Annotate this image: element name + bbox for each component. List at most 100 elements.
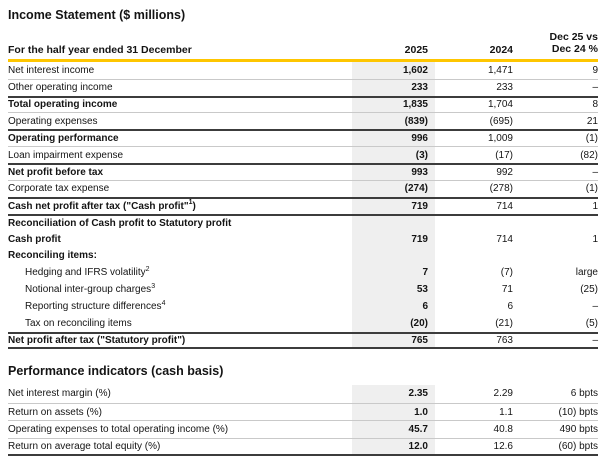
- cell-2024: 1,471: [487, 64, 513, 76]
- cell-2024: [435, 248, 513, 265]
- cell-change: large: [575, 267, 598, 279]
- cell-change: 1: [592, 200, 598, 212]
- cell-change: (10) bpts: [558, 406, 598, 418]
- table-row: Net profit after tax ("Statutory profit"…: [8, 332, 598, 349]
- row-label: Return on average total equity (%): [8, 441, 161, 453]
- cell-2025: 719: [352, 198, 435, 214]
- row-label: Net profit before tax: [8, 167, 104, 179]
- table-row: Tax on reconciling items (20) (21) (5): [8, 315, 598, 332]
- cell-2025: 233: [352, 79, 435, 96]
- table-row: Net interest income 1,602 1,471 9: [8, 61, 598, 79]
- row-label: Loan impairment expense: [8, 149, 124, 161]
- cell-2025: 2.35: [352, 384, 435, 403]
- cell-2025: 7: [352, 264, 435, 282]
- col-header-2025: 2025: [404, 43, 428, 56]
- table-row: Corporate tax expense (274) (278) (1): [8, 179, 598, 197]
- cell-2024: 2.29: [493, 388, 513, 400]
- row-label: Reconciling items:: [8, 250, 97, 262]
- cell-change: –: [592, 301, 598, 313]
- cell-change: (1): [585, 133, 598, 145]
- row-label: Corporate tax expense: [8, 183, 110, 195]
- cell-change: [513, 248, 598, 265]
- row-label: Return on assets (%): [8, 406, 102, 418]
- header-period-label: For the half year ended 31 December: [8, 43, 192, 56]
- cell-2024: (278): [489, 183, 513, 195]
- cell-2024: (17): [495, 149, 513, 161]
- cell-2025: (274): [352, 180, 435, 197]
- cell-2024: (7): [500, 267, 513, 279]
- cell-change: –: [592, 167, 598, 179]
- income-statement-table: Net interest income 1,602 1,471 9 Other oper…: [8, 61, 598, 349]
- row-label: Tax on reconciling items: [25, 318, 132, 330]
- row-label: Net interest income: [8, 64, 95, 76]
- cell-change: 8: [592, 99, 598, 111]
- row-label: Reconciliation of Cash profit to Statuto…: [8, 217, 232, 229]
- row-label: Net interest margin (%): [8, 388, 111, 400]
- cell-change: 490 bpts: [559, 424, 598, 436]
- income-statement-header-row: For the half year ended 31 December 2025…: [8, 31, 598, 62]
- row-label: Cash net profit after tax ("Cash profit"…: [8, 199, 196, 212]
- table-row: Reporting structure differences 4 6 6 –: [8, 298, 598, 316]
- performance-indicators-title: Performance indicators (cash basis): [8, 363, 224, 378]
- table-row: Loan impairment expense (3) (17) (82): [8, 146, 598, 164]
- cell-change: 9: [592, 64, 598, 76]
- cell-2025: 53: [352, 281, 435, 299]
- cell-2025: 1,835: [352, 97, 435, 113]
- row-label: Operating expenses to total operating in…: [8, 424, 229, 436]
- cell-2024: 6: [507, 301, 513, 313]
- table-row: Return on average total equity (%) 12.0 12…: [8, 438, 598, 457]
- cell-change: (60) bpts: [558, 441, 598, 453]
- cell-2025: (3): [352, 147, 435, 164]
- cell-change: [513, 216, 598, 231]
- row-label: Net profit after tax ("Statutory profit"…: [8, 334, 186, 346]
- cell-2025: 1.0: [352, 403, 435, 421]
- col-header-change: Dec 25 vs Dec 24 %: [513, 31, 598, 56]
- cell-2024: (21): [495, 318, 513, 330]
- page-title: Income Statement ($ millions): [8, 8, 186, 22]
- table-row: Cash profit 719 714 1: [8, 230, 598, 248]
- row-label: Hedging and IFRS volatility 2: [25, 265, 150, 279]
- cell-change: (82): [580, 149, 598, 161]
- cell-2025: 765: [352, 334, 435, 347]
- table-row: Notional inter-group charges 3 53 71 (25): [8, 281, 598, 299]
- table-row: Operating performance 996 1,009 (1): [8, 129, 598, 147]
- cell-2024: 763: [496, 334, 513, 346]
- cell-2024: 12.6: [493, 441, 513, 453]
- table-row: Operating expenses to total operating in…: [8, 420, 598, 439]
- table-row: Total operating income 1,835 1,704 8: [8, 95, 598, 113]
- col-header-change-line1: Dec 25 vs: [549, 31, 598, 43]
- table-row: Net interest margin (%) 2.35 2.29 6 bpts: [8, 384, 598, 403]
- row-label: Operating performance: [8, 133, 119, 145]
- cell-2025: 1,602: [352, 61, 435, 79]
- table-row: Reconciling items:: [8, 247, 598, 265]
- row-label: Notional inter-group charges 3: [25, 282, 156, 296]
- cell-2024: 1,704: [487, 99, 513, 111]
- cell-2025: [352, 247, 435, 265]
- cell-2025: (20): [352, 315, 435, 332]
- cell-2025: 12.0: [352, 439, 435, 455]
- cell-2024: 233: [496, 82, 513, 94]
- table-row: Net profit before tax 993 992 –: [8, 163, 598, 180]
- cell-change: (5): [585, 318, 598, 330]
- cell-2025: (839): [352, 113, 435, 130]
- row-label: Operating expenses: [8, 115, 98, 127]
- cell-2024: 714: [496, 200, 513, 212]
- cell-change: –: [592, 334, 598, 346]
- cell-2024: 1,009: [487, 133, 513, 145]
- row-label: Reporting structure differences 4: [25, 299, 166, 313]
- cell-2024: [435, 216, 513, 231]
- row-label: Other operating income: [8, 82, 113, 94]
- cell-2025: [352, 215, 435, 231]
- table-row: Return on assets (%) 1.0 1.1 (10) bpts: [8, 402, 598, 421]
- cell-change: 1: [592, 233, 598, 245]
- col-header-change-line2: Dec 24 %: [551, 43, 598, 56]
- table-row: Operating expenses (839) (695) 21: [8, 112, 598, 130]
- performance-indicators-table: Net interest margin (%) 2.35 2.29 6 bpts Ret…: [8, 384, 598, 457]
- table-row: Other operating income 233 233 –: [8, 78, 598, 96]
- cell-change: 6 bpts: [570, 388, 598, 400]
- cell-2024: 1.1: [499, 406, 513, 418]
- row-label: Cash profit: [8, 233, 61, 245]
- cell-2024: 40.8: [493, 424, 513, 436]
- table-row: Hedging and IFRS volatility 2 7 (7) large: [8, 264, 598, 282]
